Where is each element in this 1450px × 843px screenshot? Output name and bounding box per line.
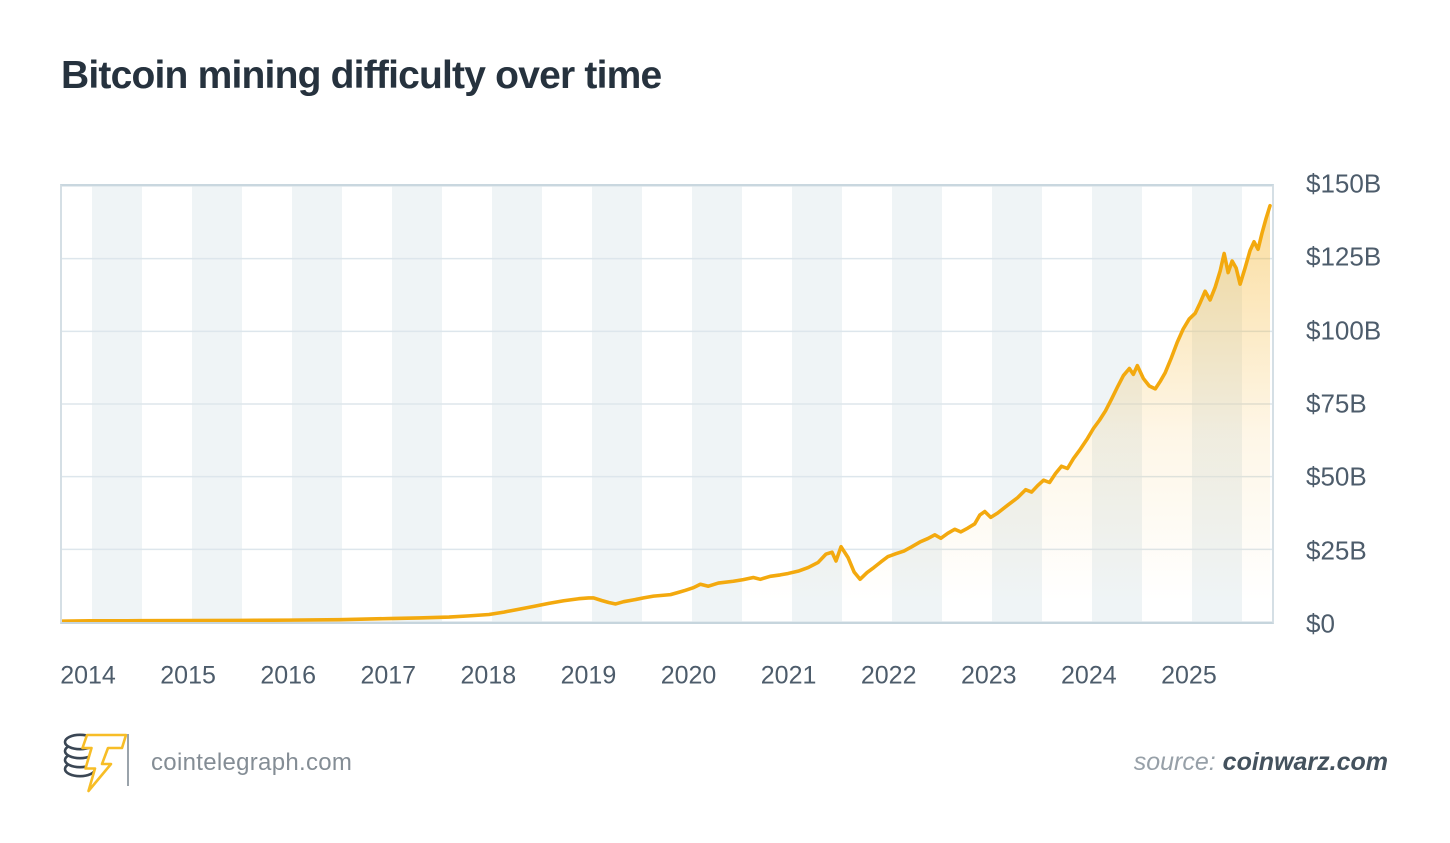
x-tick-label: 2025 (1161, 661, 1217, 690)
page-title: Bitcoin mining difficulty over time (61, 54, 662, 97)
x-tick-label: 2016 (260, 661, 316, 690)
x-tick-label: 2024 (1061, 661, 1117, 690)
lightning-t-icon (81, 733, 128, 793)
source-value: coinwarz.com (1222, 748, 1388, 776)
x-tick-label: 2017 (360, 661, 417, 690)
source-label: source: (1133, 748, 1216, 776)
plot-area (60, 184, 1274, 624)
x-tick-label: 2020 (660, 661, 717, 690)
cointelegraph-logo-icon (63, 733, 128, 793)
series-line (62, 203, 1272, 622)
y-tick-label: $150B (1306, 168, 1382, 199)
brand-url: cointelegraph.com (151, 749, 353, 776)
footer-divider (127, 734, 129, 786)
x-tick-label: 2021 (760, 661, 817, 690)
x-tick-label: 2018 (460, 661, 517, 690)
y-tick-label: $0 (1306, 608, 1335, 639)
x-tick-label: 2014 (60, 661, 116, 690)
y-tick-label: $125B (1306, 241, 1382, 272)
source-credit: source: coinwarz.com (1134, 748, 1388, 777)
y-tick-label: $25B (1306, 535, 1367, 566)
y-tick-label: $100B (1306, 315, 1382, 346)
y-tick-label: $75B (1306, 388, 1367, 419)
x-tick-label: 2019 (560, 661, 617, 690)
y-tick-label: $50B (1306, 461, 1367, 492)
x-tick-label: 2022 (860, 661, 917, 690)
footer: cointelegraph.com source: coinwarz.com (0, 728, 1450, 794)
x-tick-label: 2023 (960, 661, 1017, 690)
x-tick-label: 2015 (160, 661, 216, 690)
difficulty-chart (62, 186, 1272, 622)
series-area-fill (62, 205, 1271, 622)
